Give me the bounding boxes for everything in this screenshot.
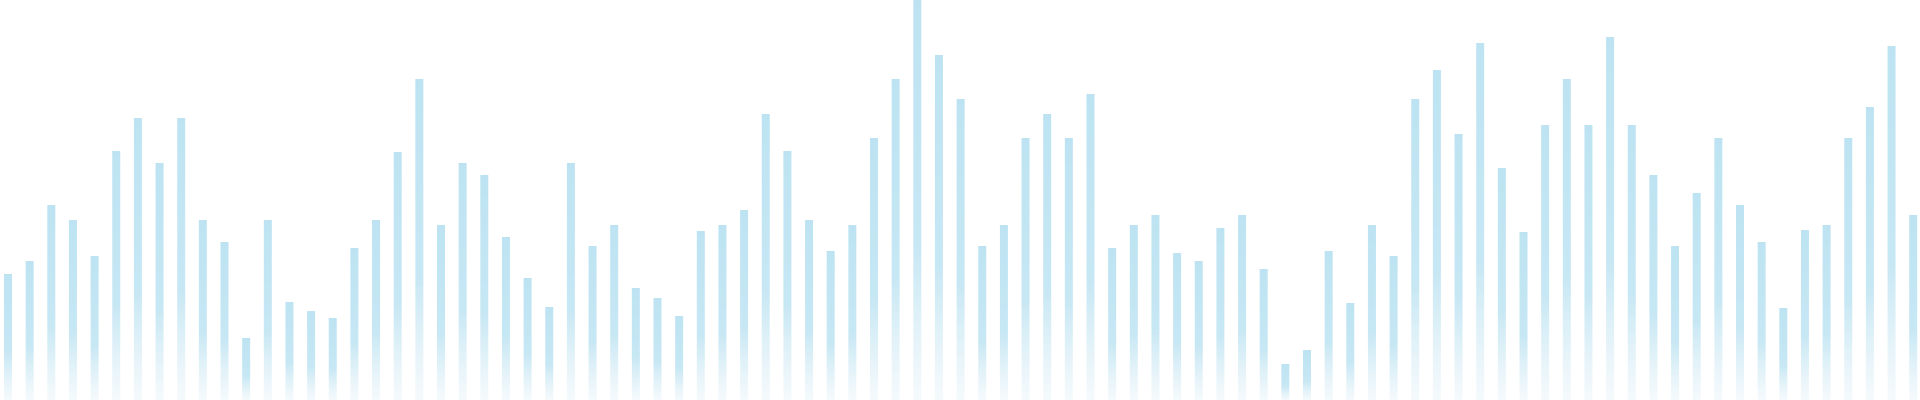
bar-38 — [805, 220, 814, 400]
bar-18 — [372, 220, 381, 400]
bar-22 — [458, 163, 467, 400]
bar-23 — [480, 175, 489, 400]
bar-76 — [1627, 125, 1636, 400]
bar-54 — [1151, 215, 1160, 400]
bar-19 — [393, 152, 402, 400]
bar-66 — [1411, 99, 1420, 400]
bar-69 — [1476, 43, 1485, 400]
bar-40 — [848, 225, 857, 400]
bar-48 — [1021, 138, 1030, 400]
bar-81 — [1736, 205, 1744, 400]
bar-63 — [1346, 303, 1355, 400]
bar-51 — [1086, 94, 1095, 400]
bar-65 — [1389, 256, 1398, 400]
bar-88 — [1887, 46, 1896, 400]
bar-14 — [285, 302, 294, 400]
bar-84 — [1800, 230, 1809, 400]
bar-33 — [696, 231, 705, 400]
bar-20 — [415, 79, 424, 400]
bar-30 — [631, 288, 640, 400]
bar-49 — [1043, 114, 1052, 400]
bar-74 — [1584, 125, 1593, 400]
bar-58 — [1238, 215, 1247, 400]
bar-24 — [501, 237, 510, 400]
bar-16 — [328, 318, 337, 400]
bar-3 — [47, 205, 56, 400]
bar-73 — [1562, 79, 1571, 400]
bar-10 — [198, 220, 207, 400]
bar-12 — [242, 338, 251, 400]
bar-27 — [566, 163, 575, 400]
bar-61 — [1303, 350, 1311, 400]
bar-1 — [4, 274, 12, 400]
bar-43 — [913, 0, 922, 400]
bar-77 — [1649, 175, 1658, 400]
bar-47 — [999, 225, 1008, 400]
bar-34 — [718, 225, 727, 400]
bar-28 — [588, 246, 597, 400]
bar-2 — [25, 261, 34, 400]
bar-15 — [307, 311, 316, 400]
bar-59 — [1259, 269, 1268, 400]
bar-6 — [112, 151, 121, 400]
bar-25 — [523, 278, 532, 400]
bar-11 — [220, 242, 229, 400]
bar-45 — [956, 99, 965, 400]
bar-79 — [1692, 193, 1701, 400]
bar-29 — [610, 225, 619, 400]
bar-39 — [826, 251, 835, 400]
bar-4 — [68, 220, 77, 400]
bar-44 — [934, 55, 943, 400]
bar-53 — [1129, 225, 1138, 400]
bar-72 — [1541, 125, 1550, 400]
bar-89 — [1909, 215, 1918, 400]
bar-42 — [891, 79, 900, 400]
bar-86 — [1844, 138, 1853, 400]
bar-82 — [1757, 242, 1766, 400]
bar-9 — [177, 118, 186, 400]
bar-series — [4, 0, 1918, 400]
bar-13 — [263, 220, 272, 400]
bar-55 — [1173, 253, 1182, 400]
bar-70 — [1497, 168, 1506, 400]
bar-78 — [1671, 246, 1680, 400]
bar-64 — [1367, 225, 1376, 400]
bar-68 — [1454, 134, 1463, 400]
bar-80 — [1714, 138, 1723, 400]
bar-17 — [350, 248, 359, 400]
bar-26 — [545, 307, 554, 400]
bar-8 — [155, 163, 164, 400]
bar-85 — [1822, 225, 1831, 400]
bar-35 — [740, 210, 749, 400]
bar-7 — [133, 118, 142, 400]
bar-57 — [1216, 228, 1225, 400]
bar-36 — [761, 114, 770, 400]
bar-46 — [978, 246, 987, 400]
bar-50 — [1064, 138, 1073, 400]
bar-37 — [783, 151, 792, 400]
bar-87 — [1865, 107, 1874, 400]
bar-60 — [1281, 364, 1290, 400]
bar-32 — [675, 316, 684, 400]
bar-21 — [437, 225, 445, 400]
bar-52 — [1108, 248, 1117, 400]
bar-83 — [1779, 308, 1788, 400]
bar-62 — [1324, 251, 1333, 400]
bar-56 — [1194, 261, 1203, 400]
bar-5 — [90, 256, 99, 400]
bar-67 — [1432, 70, 1441, 400]
bar-41 — [870, 138, 878, 400]
bar-31 — [653, 298, 662, 400]
bar-71 — [1519, 232, 1528, 400]
bar-75 — [1606, 37, 1615, 400]
